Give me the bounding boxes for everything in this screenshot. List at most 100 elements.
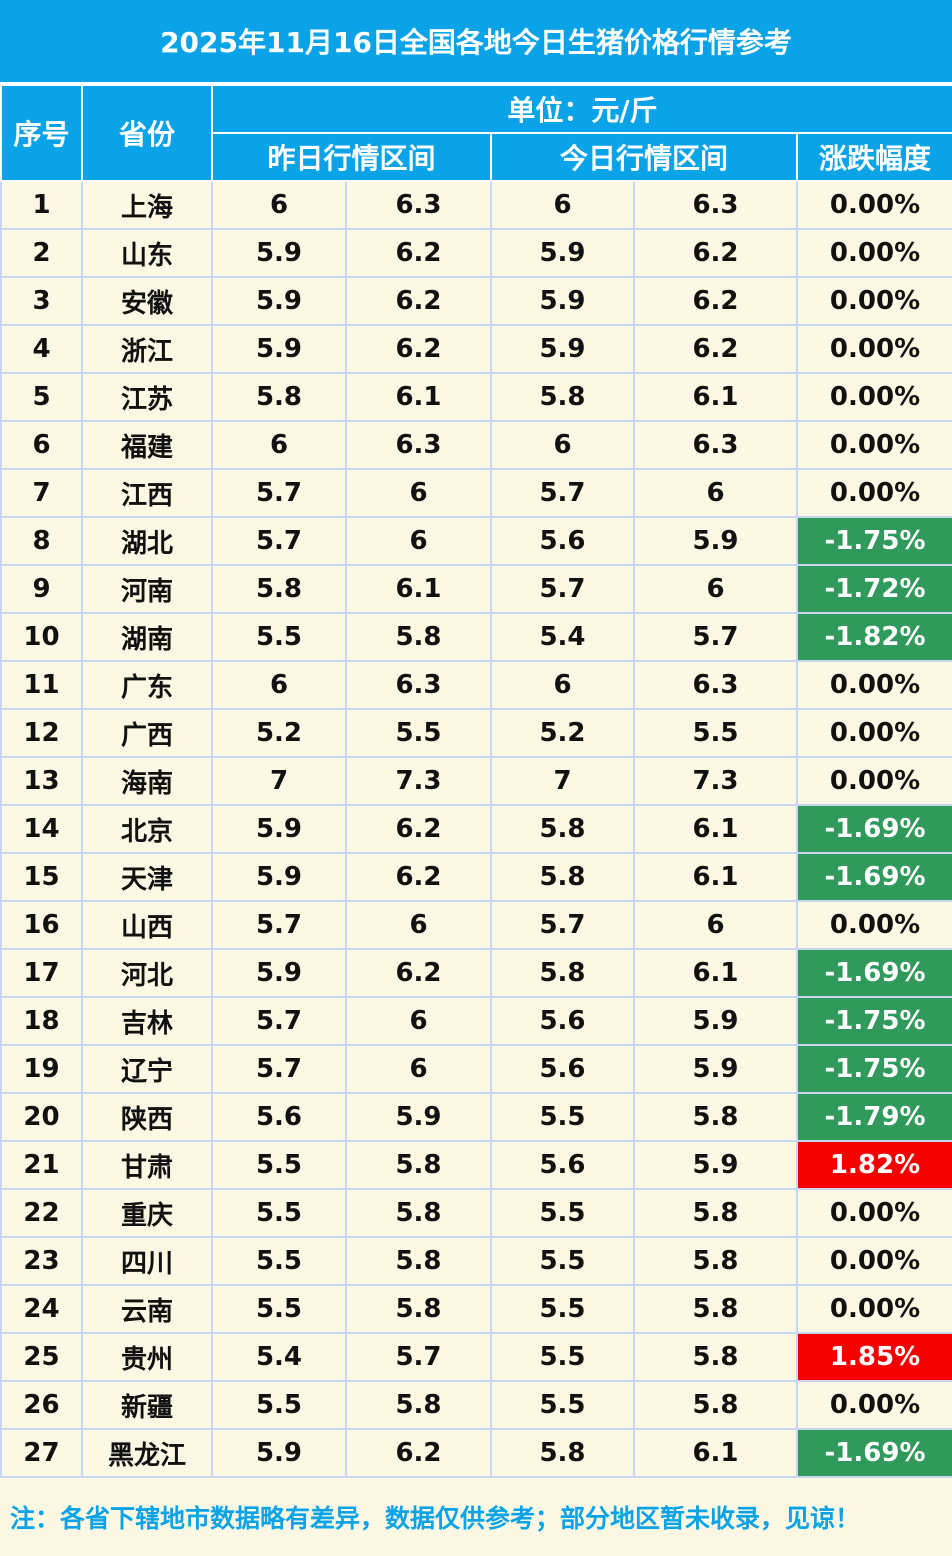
cell-today-high: 5.8: [633, 1236, 798, 1286]
cell-yesterday-low: 6: [211, 180, 347, 230]
table-row: 8 湖北 5.7 6 5.6 5.9 -1.75%: [0, 516, 952, 566]
cell-province: 天津: [81, 852, 213, 902]
cell-today-low: 5.8: [490, 372, 635, 422]
cell-index: 16: [0, 900, 83, 950]
cell-yesterday-low: 5.9: [211, 324, 347, 374]
cell-today-high: 5.5: [633, 708, 798, 758]
cell-today-low: 5.4: [490, 612, 635, 662]
cell-yesterday-high: 6.2: [345, 1428, 492, 1478]
cell-yesterday-low: 6: [211, 660, 347, 710]
table-row: 27 黑龙江 5.9 6.2 5.8 6.1 -1.69%: [0, 1428, 952, 1478]
cell-province: 新疆: [81, 1380, 213, 1430]
cell-today-high: 6: [633, 900, 798, 950]
table-row: 1 上海 6 6.3 6 6.3 0.00%: [0, 180, 952, 230]
cell-today-low: 7: [490, 756, 635, 806]
cell-change: 0.00%: [795, 276, 952, 326]
cell-yesterday-low: 5.7: [211, 996, 347, 1046]
cell-yesterday-low: 6: [211, 420, 347, 470]
table-row: 19 辽宁 5.7 6 5.6 5.9 -1.75%: [0, 1044, 952, 1094]
cell-province: 海南: [81, 756, 213, 806]
cell-today-low: 5.7: [490, 564, 635, 614]
header-index: 序号: [0, 84, 83, 182]
cell-index: 18: [0, 996, 83, 1046]
table-row: 18 吉林 5.7 6 5.6 5.9 -1.75%: [0, 996, 952, 1046]
table-row: 24 云南 5.5 5.8 5.5 5.8 0.00%: [0, 1284, 952, 1334]
table-row: 25 贵州 5.4 5.7 5.5 5.8 1.85%: [0, 1332, 952, 1382]
cell-yesterday-low: 5.9: [211, 852, 347, 902]
cell-index: 4: [0, 324, 83, 374]
cell-province: 河北: [81, 948, 213, 998]
cell-today-high: 6: [633, 468, 798, 518]
cell-index: 13: [0, 756, 83, 806]
cell-index: 5: [0, 372, 83, 422]
cell-province: 贵州: [81, 1332, 213, 1382]
cell-index: 11: [0, 660, 83, 710]
cell-change: -1.79%: [795, 1092, 952, 1142]
cell-today-high: 6.2: [633, 228, 798, 278]
cell-yesterday-high: 6: [345, 468, 492, 518]
cell-change: -1.75%: [795, 516, 952, 566]
cell-change: 0.00%: [795, 468, 952, 518]
cell-index: 26: [0, 1380, 83, 1430]
cell-today-high: 5.8: [633, 1332, 798, 1382]
cell-today-high: 5.8: [633, 1284, 798, 1334]
cell-today-high: 5.9: [633, 1140, 798, 1190]
cell-yesterday-low: 5.5: [211, 1236, 347, 1286]
cell-province: 黑龙江: [81, 1428, 213, 1478]
cell-yesterday-low: 5.5: [211, 1380, 347, 1430]
cell-province: 吉林: [81, 996, 213, 1046]
cell-today-high: 6.1: [633, 804, 798, 854]
cell-today-low: 5.5: [490, 1284, 635, 1334]
cell-yesterday-low: 5.6: [211, 1092, 347, 1142]
cell-today-low: 5.5: [490, 1188, 635, 1238]
cell-province: 重庆: [81, 1188, 213, 1238]
cell-province: 江苏: [81, 372, 213, 422]
cell-yesterday-high: 5.5: [345, 708, 492, 758]
table-row: 14 北京 5.9 6.2 5.8 6.1 -1.69%: [0, 804, 952, 854]
cell-yesterday-high: 6: [345, 1044, 492, 1094]
cell-change: -1.69%: [795, 948, 952, 998]
table-row: 7 江西 5.7 6 5.7 6 0.00%: [0, 468, 952, 518]
cell-yesterday-high: 5.8: [345, 1236, 492, 1286]
cell-yesterday-high: 6.3: [345, 420, 492, 470]
cell-province: 辽宁: [81, 1044, 213, 1094]
cell-index: 14: [0, 804, 83, 854]
cell-today-high: 5.9: [633, 996, 798, 1046]
cell-yesterday-high: 5.9: [345, 1092, 492, 1142]
cell-province: 广东: [81, 660, 213, 710]
cell-yesterday-low: 5.7: [211, 468, 347, 518]
cell-change: -1.82%: [795, 612, 952, 662]
table-row: 15 天津 5.9 6.2 5.8 6.1 -1.69%: [0, 852, 952, 902]
cell-today-high: 6.2: [633, 324, 798, 374]
cell-today-low: 5.8: [490, 852, 635, 902]
cell-index: 1: [0, 180, 83, 230]
footnote: 注：各省下辖地市数据略有差异，数据仅供参考；部分地区暂未收录，见谅！: [0, 1476, 952, 1556]
cell-today-low: 5.9: [490, 228, 635, 278]
table-row: 12 广西 5.2 5.5 5.2 5.5 0.00%: [0, 708, 952, 758]
cell-today-low: 5.7: [490, 900, 635, 950]
table-row: 10 湖南 5.5 5.8 5.4 5.7 -1.82%: [0, 612, 952, 662]
cell-today-low: 5.8: [490, 804, 635, 854]
cell-change: -1.69%: [795, 852, 952, 902]
cell-change: 1.82%: [795, 1140, 952, 1190]
cell-yesterday-low: 7: [211, 756, 347, 806]
cell-today-high: 6: [633, 564, 798, 614]
cell-today-high: 6.3: [633, 420, 798, 470]
cell-change: 0.00%: [795, 372, 952, 422]
cell-change: -1.75%: [795, 1044, 952, 1094]
cell-province: 上海: [81, 180, 213, 230]
cell-index: 10: [0, 612, 83, 662]
cell-change: 0.00%: [795, 420, 952, 470]
cell-yesterday-low: 5.8: [211, 372, 347, 422]
cell-province: 河南: [81, 564, 213, 614]
cell-index: 3: [0, 276, 83, 326]
cell-today-high: 5.8: [633, 1380, 798, 1430]
cell-yesterday-high: 5.8: [345, 612, 492, 662]
cell-province: 浙江: [81, 324, 213, 374]
cell-change: 0.00%: [795, 900, 952, 950]
cell-index: 12: [0, 708, 83, 758]
cell-province: 甘肃: [81, 1140, 213, 1190]
cell-today-low: 6: [490, 180, 635, 230]
cell-today-low: 5.8: [490, 1428, 635, 1478]
cell-yesterday-high: 6.3: [345, 660, 492, 710]
